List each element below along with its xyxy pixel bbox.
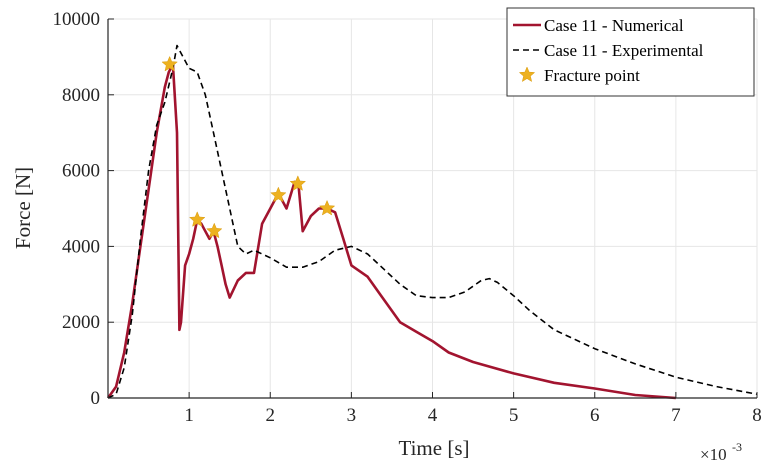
x-tick-label: 7: [671, 405, 681, 426]
fracture-point-marker: [161, 55, 178, 72]
x-tick-label: 2: [266, 405, 276, 426]
y-axis-label: Force [N]: [11, 167, 35, 249]
fracture-point-marker: [289, 175, 307, 191]
x-tick-label: 4: [428, 405, 438, 426]
axes: [107, 18, 758, 399]
experimental-series-line: [107, 44, 758, 399]
y-tick-label: 0: [91, 388, 101, 409]
numerical-series-line: [106, 63, 676, 400]
fracture-point-marker: [318, 199, 336, 216]
y-tick-label: 6000: [62, 161, 100, 182]
y-tick-label: 2000: [62, 312, 100, 333]
plot-area: [106, 44, 758, 400]
x-exponent-label: ×10 -3: [700, 440, 742, 464]
legend: Case 11 - Numerical Case 11 - Experimenta…: [506, 7, 755, 97]
legend-entry-label: Case 11 - Experimental: [544, 41, 704, 60]
legend-marker-fracture: [518, 66, 536, 82]
tick-labels: 1 2 3 4 5 6 7 8 0 2000 4000 6000 8000 10000: [53, 9, 762, 426]
y-tick-label: 4000: [62, 236, 100, 257]
legend-entry-label: Fracture point: [544, 66, 640, 85]
x-tick-label: 3: [347, 405, 357, 426]
x-tick-label: 1: [184, 405, 194, 426]
legend-box: [506, 7, 755, 97]
y-tick-label: 10000: [53, 9, 101, 30]
fracture-point-marker: [206, 222, 223, 239]
x-tick-label: 8: [752, 405, 762, 426]
y-tick-label: 8000: [62, 85, 100, 106]
fracture-point-marker: [189, 211, 206, 227]
fracture-point-marker: [270, 186, 287, 203]
legend-entry-label: Case 11 - Numerical: [544, 16, 684, 35]
x-tick-label: 5: [509, 405, 519, 426]
x-axis-label: Time [s]: [399, 436, 470, 460]
x-exponent-base: ×10: [700, 445, 727, 464]
x-exponent-power: -3: [732, 440, 742, 454]
x-tick-label: 6: [590, 405, 600, 426]
